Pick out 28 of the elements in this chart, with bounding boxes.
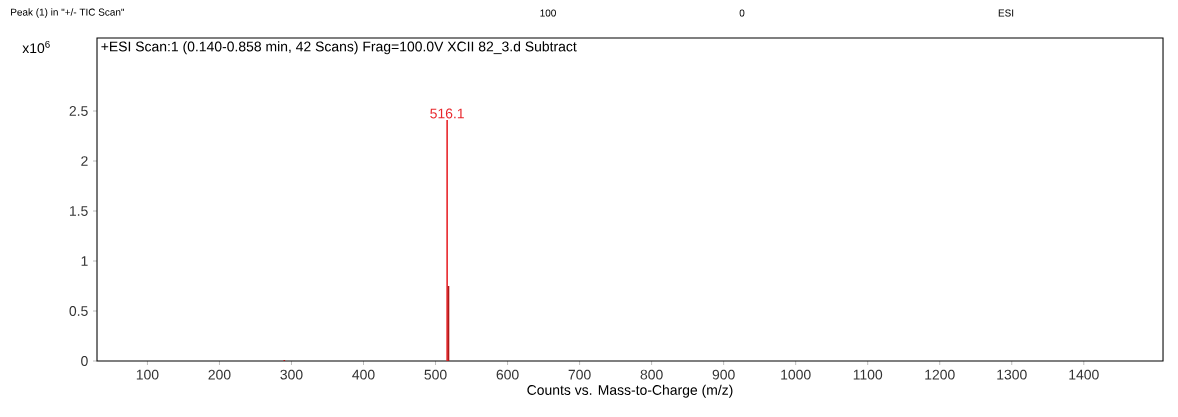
x-tick-label: 400 bbox=[352, 369, 375, 380]
x-tick-label: 200 bbox=[208, 369, 231, 380]
x-tick-label: 600 bbox=[496, 369, 519, 380]
y-tick-label: 1 bbox=[81, 256, 88, 266]
x-tick-label: 100 bbox=[136, 369, 159, 380]
x-tick-label: 1300 bbox=[997, 369, 1027, 380]
text: 100 bbox=[540, 9, 556, 17]
x-tick-label: 1400 bbox=[1069, 369, 1099, 380]
y-tick-label: 2.5 bbox=[69, 106, 88, 116]
y-tick-label: 0 bbox=[81, 356, 88, 366]
y-tick-label: 0.5 bbox=[69, 306, 88, 316]
annotation: 516.1 bbox=[430, 108, 464, 119]
y-tick-label: 1.5 bbox=[69, 206, 88, 216]
text: Peak (1) in "+/- TIC Scan" bbox=[11, 8, 125, 18]
chart-title: +ESI Scan:1 (0.140-0.858 min, 42 Scans) Frag=100.0V XCII 82_3.d Subtract bbox=[101, 41, 577, 55]
x-tick-label: 1200 bbox=[925, 369, 955, 380]
x-tick-label: 1000 bbox=[781, 369, 811, 380]
x-tick-label: 900 bbox=[712, 369, 735, 380]
x-axis-title: Counts vs. Mass-to-Charge (m/z) bbox=[527, 384, 733, 398]
x-tick-label: 700 bbox=[568, 369, 591, 380]
y-tick-label: 2 bbox=[81, 156, 88, 166]
x-tick-label: 1100 bbox=[853, 369, 883, 380]
text: x10$^{6}$ bbox=[22, 40, 50, 54]
x-tick-label: 300 bbox=[280, 369, 303, 380]
x-tick-label: 500 bbox=[424, 369, 447, 380]
text: 0 bbox=[739, 9, 745, 17]
text: ESI bbox=[998, 9, 1014, 17]
x-tick-label: 800 bbox=[640, 369, 663, 380]
